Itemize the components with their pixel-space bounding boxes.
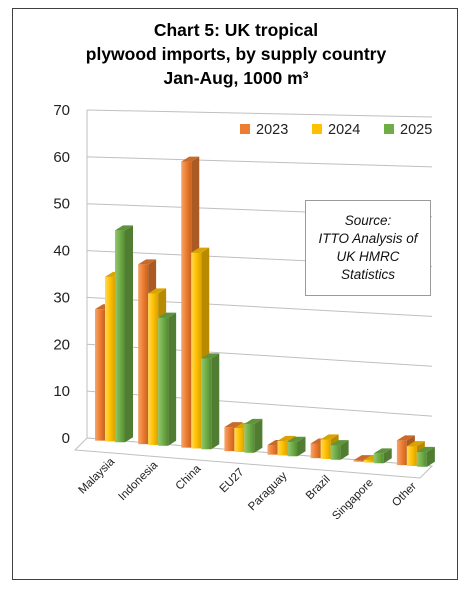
y-tick-label: 50: [53, 196, 70, 213]
bar-front: [320, 439, 331, 459]
bar-front: [234, 427, 245, 452]
gridline-60: [86, 156, 433, 168]
y-tick-label: 40: [53, 243, 70, 260]
bar-malaysia-2025: [115, 225, 133, 443]
bar-top: [320, 434, 339, 440]
bar-top: [244, 418, 263, 424]
bar-side: [340, 440, 349, 460]
source-line-3: UK HMRC: [336, 249, 400, 264]
bar-top: [396, 435, 415, 441]
bar-top: [277, 435, 296, 441]
bar-front: [330, 445, 341, 460]
bar-front: [353, 460, 364, 462]
title-line-3: Jan-Aug, 1000 m³: [164, 68, 309, 88]
bar-top: [287, 436, 306, 442]
bar-front: [373, 453, 384, 464]
y-axis-ticks: 0 10 20 30 40 50 60 70: [53, 102, 70, 447]
y-tick-label: 70: [53, 102, 70, 119]
bar-paraguay-2025: [287, 436, 306, 457]
bar-top: [191, 247, 210, 253]
bar-front: [406, 446, 417, 466]
category-label-eu27: EU27: [218, 466, 247, 495]
bar-top: [373, 448, 392, 454]
bar-front: [181, 161, 192, 448]
bar-indonesia-2025: [158, 312, 177, 446]
source-line-2: ITTO Analysis of: [318, 231, 418, 246]
bar-top: [330, 440, 349, 446]
bar-top: [406, 441, 425, 447]
bar-front: [310, 443, 321, 459]
bar-top: [201, 353, 220, 359]
bar-top: [158, 312, 177, 318]
bar-front: [191, 252, 202, 449]
y-tick-label: 30: [53, 289, 70, 306]
chart-title: Chart 5: UK tropical plywood imports, by…: [86, 20, 387, 88]
bar-other-2025: [416, 446, 435, 467]
bar-front: [201, 358, 212, 450]
bars: [95, 156, 435, 467]
bar-top: [416, 446, 435, 452]
title-line-2: plywood imports, by supply country: [86, 44, 387, 64]
bar-side: [125, 225, 133, 443]
y-tick-label: 20: [53, 336, 70, 353]
bar-side: [168, 312, 177, 446]
bar-front: [158, 317, 169, 446]
bar-front: [416, 451, 427, 467]
bar-front: [95, 309, 105, 441]
source-annotation: Source: ITTO Analysis of UK HMRC Statist…: [305, 200, 431, 296]
bar-front: [115, 230, 125, 443]
bar-side: [254, 418, 263, 453]
legend-label-2023: 2023: [256, 122, 288, 138]
bar-front: [138, 264, 149, 445]
bar-front: [277, 440, 288, 456]
category-label-other: Other: [390, 480, 419, 509]
legend-label-2025: 2025: [400, 122, 432, 138]
bar-top: [148, 288, 167, 294]
bar-eu27-2025: [244, 418, 263, 453]
legend-label-2024: 2024: [328, 122, 360, 138]
legend-swatch-2023: [240, 124, 250, 134]
bar-brazil-2025: [330, 440, 349, 460]
bar-front: [287, 441, 298, 457]
category-label-indonesia: Indonesia: [116, 459, 160, 503]
bar-top: [115, 225, 133, 231]
source-line-4: Statistics: [340, 267, 395, 282]
y-tick-label: 60: [53, 149, 70, 166]
bar-china-2025: [201, 353, 220, 450]
bar-front: [105, 276, 115, 442]
bar-front: [267, 444, 278, 455]
bar-front: [363, 459, 374, 463]
bar-top: [353, 455, 372, 461]
bar-side: [426, 446, 435, 467]
y-tick-label: 0: [62, 430, 70, 447]
legend-swatch-2025: [384, 124, 394, 134]
source-line-1: Source:: [344, 213, 392, 228]
bar-front: [244, 423, 255, 453]
title-line-1: Chart 5: UK tropical: [154, 20, 318, 40]
bar-top: [224, 422, 243, 428]
bar-singapore-2025: [373, 448, 392, 464]
bar-side: [383, 448, 392, 464]
bar-top: [181, 156, 200, 162]
category-label-singapore: Singapore: [330, 477, 376, 523]
gridline-70: [86, 109, 433, 118]
bar-front: [396, 440, 407, 466]
category-label-china: China: [174, 462, 204, 492]
y-tick-label: 10: [53, 383, 70, 400]
bar-side: [211, 353, 220, 450]
category-label-malaysia: Malaysia: [77, 455, 118, 496]
bar-front: [224, 427, 235, 452]
bar-top: [138, 259, 157, 265]
category-label-brazil: Brazil: [304, 473, 333, 502]
legend-swatch-2024: [312, 124, 322, 134]
category-label-paraguay: Paraguay: [246, 470, 289, 513]
bar-front: [148, 293, 159, 445]
bar-side: [297, 436, 306, 457]
legend: 2023 2024 2025: [240, 122, 432, 138]
